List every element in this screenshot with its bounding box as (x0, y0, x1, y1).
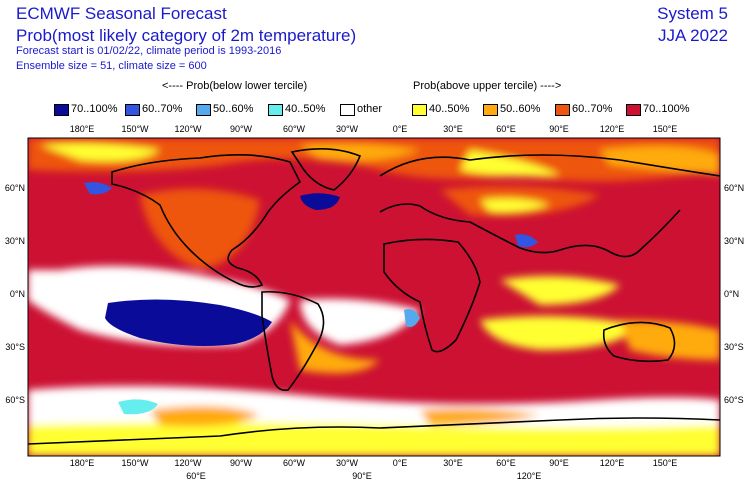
lon-tick-label: 180°E (70, 458, 95, 468)
lat-tick-label: 0°N (10, 289, 25, 299)
lat-tick-label: 60°S (724, 395, 744, 405)
pacific-cold-anomaly (105, 299, 272, 346)
legend-swatch (196, 104, 211, 116)
right-lat-ticks: 60°N 30°N 0°N 30°S 60°S (724, 183, 744, 405)
lon-tick-label: 90°E (549, 458, 569, 468)
lon-tick-label: 60°E (186, 471, 206, 481)
lon-tick-label: 120°E (517, 471, 542, 481)
lon-tick-label: 60°W (283, 124, 306, 134)
lon-tick-label: 90°E (549, 124, 569, 134)
lat-tick-label: 60°S (5, 395, 25, 405)
lon-tick-label: 30°E (443, 124, 463, 134)
map-frame (27, 137, 721, 457)
forecast-info: Forecast start is 01/02/22, climate peri… (16, 45, 282, 57)
legend-below-header: <---- Prob(below lower tercile) (162, 80, 308, 92)
legend-swatch (555, 104, 570, 116)
lon-tick-label: 150°W (121, 458, 149, 468)
lat-tick-label: 30°S (724, 342, 744, 352)
legend-swatch (340, 104, 355, 116)
lon-tick-label: 30°W (336, 458, 359, 468)
legend-swatch (268, 104, 283, 116)
lat-tick-label: 60°N (5, 183, 25, 193)
lon-tick-label: 120°E (600, 458, 625, 468)
left-lat-ticks: 60°N 30°N 0°N 30°S 60°S (5, 183, 25, 405)
ensemble-info: Ensemble size = 51, climate size = 600 (16, 60, 207, 72)
lon-tick-label: 30°E (443, 458, 463, 468)
lat-tick-label: 30°S (5, 342, 25, 352)
lat-tick-label: 30°N (5, 236, 25, 246)
lon-tick-label: 0°E (393, 458, 408, 468)
lon-tick-label: 120°W (174, 124, 202, 134)
north-atlantic-cold-anomaly (300, 193, 340, 210)
lon-tick-label: 150°E (653, 458, 678, 468)
season-label: JJA 2022 (658, 26, 728, 45)
top-lon-ticks: 180°E 150°W 120°W 90°W 60°W 30°W 0°E 30°E 60°E 90… (70, 124, 678, 134)
lon-tick-label: 90°E (352, 471, 372, 481)
legend-swatch (412, 104, 427, 116)
lon-tick-label: 150°E (653, 124, 678, 134)
lon-tick-label: 120°W (174, 458, 202, 468)
lon-tick-label: 0°E (393, 124, 408, 134)
legend-swatch (483, 104, 498, 116)
lon-tick-label: 30°W (336, 124, 359, 134)
bottom-lon-ticks: 180°E 150°W 120°W 90°W 60°W 30°W 0°E 30°E 60°E 90… (70, 458, 678, 468)
system-label: System 5 (657, 4, 728, 23)
map-title: ECMWF Seasonal Forecast (16, 4, 227, 23)
lon-tick-label: 60°E (496, 458, 516, 468)
probability-field (28, 138, 720, 456)
legend-swatch (125, 104, 140, 116)
lon-tick-label: 120°E (600, 124, 625, 134)
lon-tick-label: 60°E (496, 124, 516, 134)
legend-swatch (54, 104, 69, 116)
lon-tick-label: 150°W (121, 124, 149, 134)
forecast-map: 180°E 150°W 120°W 90°W 60°W 30°W 0°E 30°E 60°E 90… (5, 124, 744, 481)
coastlines (28, 148, 720, 445)
bottom-extra-ticks: 60°E 90°E 120°E (186, 471, 541, 481)
lat-tick-label: 0°N (724, 289, 739, 299)
lon-tick-label: 180°E (70, 124, 95, 134)
legend-above-header: Prob(above upper tercile) ----> (413, 80, 562, 92)
legend-swatch (626, 104, 641, 116)
lon-tick-label: 60°W (283, 458, 306, 468)
legend: 70..100% 60..70% 50..60% 40..50% other 4… (0, 103, 750, 119)
lat-tick-label: 60°N (724, 183, 744, 193)
map-subtitle: Prob(most likely category of 2m temperat… (16, 26, 357, 45)
lon-tick-label: 90°W (230, 124, 253, 134)
lon-tick-label: 90°W (230, 458, 253, 468)
lat-tick-label: 30°N (724, 236, 744, 246)
